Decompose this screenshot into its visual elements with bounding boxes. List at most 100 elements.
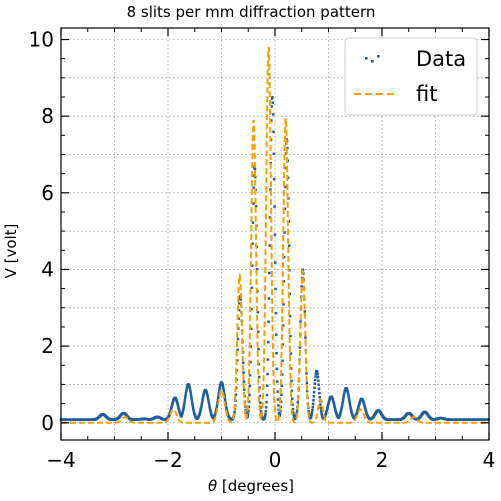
data-point <box>176 403 180 407</box>
data-point <box>189 389 192 393</box>
data-point <box>282 303 285 306</box>
data-point <box>326 405 329 409</box>
data-point <box>273 233 277 237</box>
data-point <box>176 402 179 405</box>
data-point <box>253 167 257 171</box>
data-point <box>311 405 315 409</box>
data-point <box>199 406 203 409</box>
data-point <box>333 405 336 409</box>
data-point <box>206 397 210 400</box>
data-point <box>200 404 203 408</box>
data-point <box>317 387 321 391</box>
data-point <box>327 402 330 406</box>
data-point <box>312 395 316 398</box>
data-point <box>303 310 307 313</box>
data-point <box>207 403 211 406</box>
data-point <box>292 411 295 414</box>
data-point <box>349 406 352 410</box>
data-point <box>266 372 269 376</box>
data-point <box>171 403 174 406</box>
data-point <box>201 395 205 398</box>
data-point <box>208 408 212 411</box>
data-point <box>317 379 320 382</box>
data-point <box>258 394 262 398</box>
data-point <box>276 380 279 383</box>
data-point <box>222 387 225 390</box>
data-point <box>334 408 337 412</box>
data-point <box>325 409 328 413</box>
data-point <box>275 333 278 336</box>
data-point <box>342 394 345 398</box>
data-point <box>287 244 291 247</box>
y-tick-label: 2 <box>41 334 54 358</box>
data-point <box>217 389 221 393</box>
data-point <box>265 393 269 397</box>
data-point <box>357 405 360 408</box>
data-point <box>291 397 294 400</box>
legend-data-marker <box>365 55 380 63</box>
data-point <box>281 343 285 346</box>
data-point <box>316 375 320 379</box>
data-point <box>289 334 292 338</box>
data-point <box>199 409 202 413</box>
data-point <box>236 348 239 352</box>
data-point <box>267 320 270 324</box>
legend: Data fit <box>344 37 478 116</box>
data-point <box>237 308 241 312</box>
data-point <box>277 404 280 407</box>
data-point <box>311 408 314 412</box>
data-point <box>215 405 219 409</box>
data-point <box>275 367 279 371</box>
data-point <box>347 396 351 400</box>
data-point <box>188 386 191 389</box>
data-point <box>290 389 294 393</box>
data-point <box>182 407 185 411</box>
data-point <box>283 255 286 259</box>
data-point <box>362 403 366 406</box>
data-point <box>318 391 321 395</box>
data-point <box>242 380 246 383</box>
data-point <box>273 205 276 208</box>
legend-label-data: Data <box>416 47 466 71</box>
y-tick-label: 0 <box>41 411 54 435</box>
data-point <box>304 336 307 339</box>
data-point <box>233 410 236 414</box>
data-point <box>265 400 268 404</box>
data-point <box>325 411 328 414</box>
data-point <box>316 373 319 376</box>
data-point <box>332 401 335 404</box>
data-point <box>332 399 335 403</box>
data-point <box>332 402 336 406</box>
data-point <box>320 411 323 414</box>
data-point <box>310 412 313 416</box>
data-point <box>291 408 295 411</box>
data-point <box>284 185 287 189</box>
data-point <box>331 398 335 402</box>
data-point <box>295 409 299 412</box>
data-point <box>291 403 294 407</box>
data-point <box>205 391 208 394</box>
data-point <box>319 409 323 412</box>
data-point <box>185 388 188 391</box>
data-point <box>254 205 258 208</box>
data-point <box>305 389 309 393</box>
data-point <box>288 314 292 318</box>
data-point <box>246 412 250 415</box>
data-point <box>257 375 261 379</box>
data-point <box>198 412 202 415</box>
legend-data-dot-2 <box>371 60 374 63</box>
data-point <box>264 410 268 413</box>
data-point <box>247 400 251 403</box>
data-point <box>271 101 275 104</box>
fit-series-layer <box>61 47 489 424</box>
data-point <box>221 383 224 387</box>
data-point <box>254 175 257 179</box>
data-point <box>283 207 287 211</box>
y-tick-label: 6 <box>41 181 54 205</box>
data-point <box>313 386 316 390</box>
x-tick-label: −2 <box>153 448 182 472</box>
data-point <box>310 414 313 417</box>
data-point <box>349 408 353 411</box>
